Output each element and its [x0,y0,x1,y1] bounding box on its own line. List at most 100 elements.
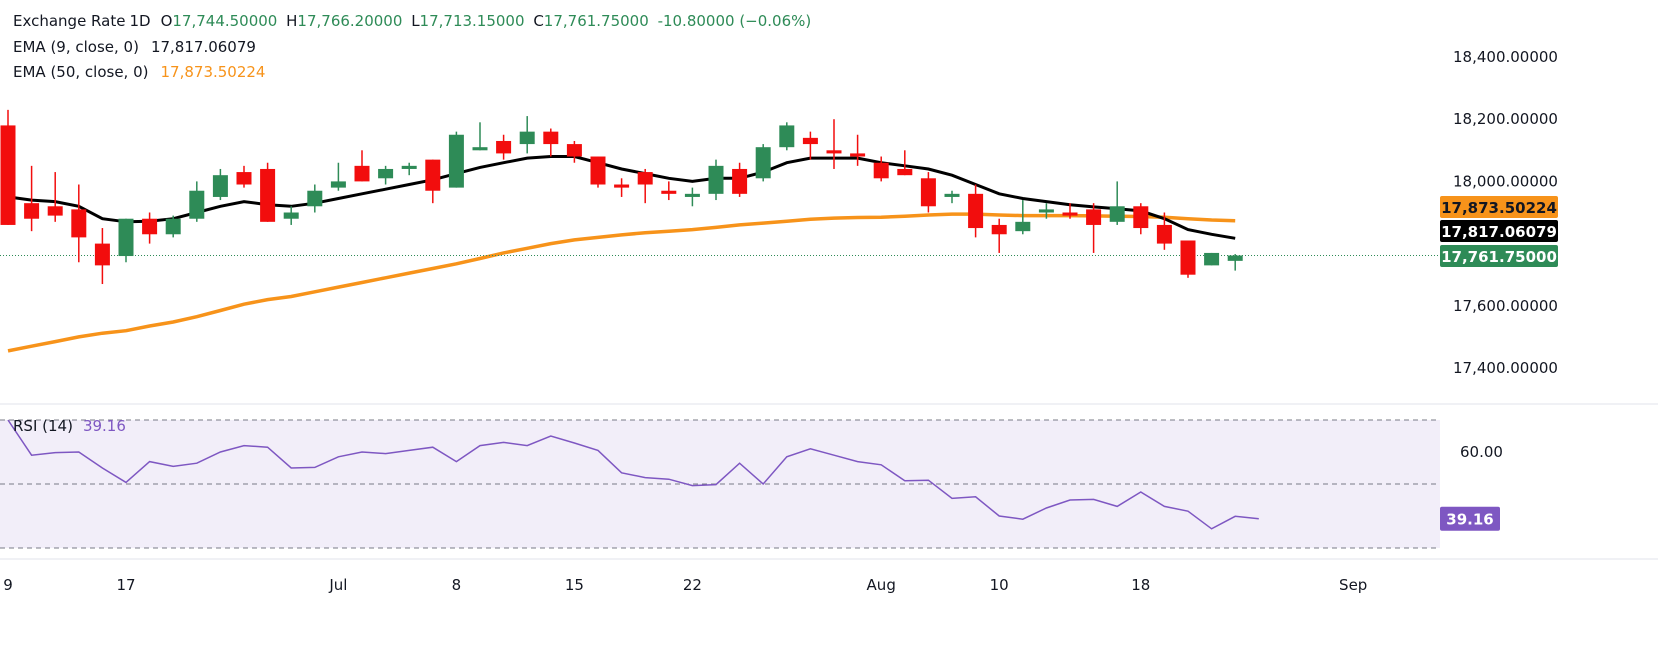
candle [590,156,606,188]
candle-body [448,134,464,188]
price-axis-label: 17,600.00000 [1453,297,1558,315]
candle [354,150,370,182]
high-value: 17,766.20000 [297,12,403,30]
rsi-value-badge: 39.16 [1440,506,1500,531]
candle-body [1156,224,1172,244]
candle [401,162,417,176]
candle-body [0,125,16,225]
candle-body [897,168,913,176]
rsi-legend: RSI (14) 39.16 [13,417,130,435]
rsi-value-badge-bg [1440,506,1500,531]
price-axis-label: 18,200.00000 [1453,110,1558,128]
price-axis-label: 17,400.00000 [1453,359,1558,377]
candle [920,172,936,213]
ema50-price-badge-text: 17,873.50224 [1441,199,1557,217]
time-axis-label: Sep [1339,576,1367,594]
ohlc-legend: Exchange Rate 1D O17,744.50000 H17,766.200… [13,12,815,30]
time-axis-label: 9 [3,576,13,594]
time-axis-label: 10 [990,576,1009,594]
candle-body [920,178,936,207]
candle [1038,203,1054,219]
candle-body [1133,206,1149,229]
candle-body [614,184,630,188]
candle-body [283,212,299,219]
candle-body [873,162,889,179]
candle-body [968,193,984,229]
candle [165,215,181,238]
time-axis-label: Jul [328,576,347,594]
candle [968,184,984,238]
candle [991,218,1007,253]
change-value: -10.80000 (−0.06%) [657,12,812,30]
open-label: O [160,12,173,30]
candle-body [684,193,700,197]
candle [330,162,346,191]
candle [307,184,323,213]
low-value: 17,713.15000 [419,12,525,30]
candle-body [142,218,158,235]
last-price-badge: 17,761.75000 [1440,245,1558,267]
rsi-axis-label: 60.00 [1460,443,1503,461]
candle-body [118,218,134,257]
candle-body [1062,212,1078,216]
candle [732,162,748,197]
candle [496,134,512,160]
candle-body [47,206,63,216]
ema9-line [7,155,1236,240]
close-value: 17,761.75000 [543,12,649,30]
candle [1062,203,1078,219]
candle-body [779,125,795,148]
candle-body [1086,209,1102,225]
candle-body [850,153,866,157]
ema9-legend: EMA (9, close, 0) 17,817.06079 [13,38,260,56]
candle [24,165,40,232]
candle [472,122,488,151]
candle [637,168,653,204]
candle [0,109,16,225]
ema9-value: 17,817.06079 [150,38,256,56]
candle-body [1038,209,1054,213]
candle [94,228,110,285]
candle [897,150,913,176]
candle [873,156,889,182]
candle [1086,203,1102,253]
candle-body [189,190,205,219]
interval-label: 1D [129,12,151,30]
rsi-value: 39.16 [82,417,126,435]
candle-body [378,168,394,179]
candle-body [94,243,110,266]
candle-body [637,172,653,185]
time-axis-label: 17 [116,576,135,594]
time-axis-label: 8 [452,576,462,594]
candle-body [1180,240,1196,275]
candle [378,165,394,185]
price-axis-label: 18,000.00000 [1453,172,1558,190]
candle-body [212,175,228,197]
candle-body [1109,206,1125,222]
candle [779,122,795,151]
open-value: 17,744.50000 [172,12,278,30]
candle [142,212,158,244]
ema9-price-badge-text: 17,817.06079 [1441,223,1557,241]
candle-body [496,140,512,154]
candle [519,116,535,154]
candle-body [260,168,276,222]
candle-body [566,144,582,157]
candle [850,134,866,166]
candle [1015,200,1031,235]
candle [1204,252,1220,266]
last-price-badge-bg [1440,245,1558,267]
ema9-price-badge: 17,817.06079 [1440,220,1558,242]
time-axis-label: 18 [1131,576,1150,594]
candle [283,206,299,225]
candle-body [425,159,441,191]
candle-body [472,147,488,151]
candle [802,131,818,160]
candle [1180,240,1196,278]
candle-body [543,131,559,145]
candle [944,190,960,204]
candle-body [401,165,417,169]
